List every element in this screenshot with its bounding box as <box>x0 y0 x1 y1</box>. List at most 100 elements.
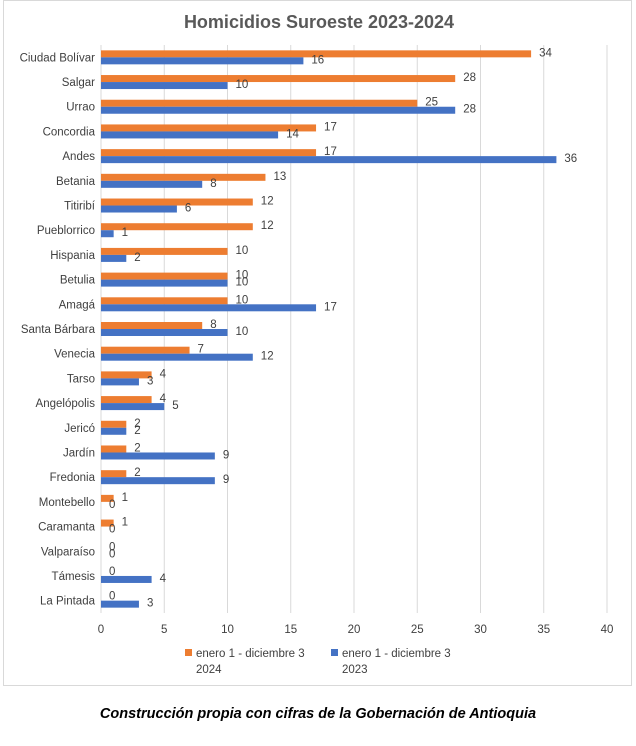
value-label-2023: 0 <box>109 548 115 560</box>
value-label-2023: 2 <box>134 425 140 437</box>
bar-2024 <box>101 494 114 502</box>
chart-title: Homicidios Suroeste 2023-2024 <box>184 12 454 32</box>
bar-2024 <box>101 223 253 231</box>
category-label: Hispania <box>50 250 95 262</box>
value-label-2024: 12 <box>261 220 274 232</box>
value-label-2024: 10 <box>236 270 249 282</box>
x-tick-label: 40 <box>601 624 614 636</box>
legend-swatch-2023 <box>331 649 338 656</box>
category-label: Valparaíso <box>41 546 95 558</box>
x-tick-label: 15 <box>284 624 297 636</box>
bar-2023 <box>101 279 228 287</box>
bar-2023 <box>101 205 177 213</box>
category-label: Tarso <box>67 373 95 385</box>
legend-label-2024-line1: enero 1 - diciembre 3 <box>196 648 305 660</box>
category-label: Andes <box>62 151 95 163</box>
bar-2023 <box>101 427 127 435</box>
value-label-2023: 1 <box>122 227 128 239</box>
category-label: Pueblorrico <box>37 225 95 237</box>
value-label-2023: 4 <box>160 573 167 585</box>
bar-2023 <box>101 131 279 139</box>
bar-2023 <box>101 329 228 336</box>
value-label-2024: 10 <box>236 294 249 306</box>
figure-caption: Construcción propia con cifras de la Gob… <box>99 706 537 722</box>
bar-2023 <box>101 403 165 411</box>
value-label-2024: 2 <box>134 442 140 454</box>
bar-2023 <box>101 156 557 164</box>
value-label-2024: 28 <box>463 72 476 84</box>
bar-2024 <box>101 346 190 354</box>
value-label-2023: 36 <box>564 153 577 165</box>
value-label-2024: 0 <box>109 541 115 553</box>
bar-2024 <box>101 470 127 478</box>
value-label-2024: 1 <box>122 517 128 529</box>
legend-swatch-2024 <box>185 649 192 656</box>
value-label-2023: 2 <box>134 252 140 264</box>
value-label-2023: 16 <box>311 54 324 66</box>
value-label-2023: 10 <box>236 277 249 289</box>
bar-2024 <box>101 124 317 132</box>
bar-2024 <box>101 297 228 305</box>
category-label: Venecia <box>54 349 96 361</box>
value-label-2023: 17 <box>324 301 337 313</box>
category-label: Titiribí <box>64 201 96 213</box>
bar-2024 <box>101 247 228 255</box>
bar-2023 <box>101 353 253 361</box>
value-label-2023: 8 <box>210 178 216 190</box>
category-label: Urrao <box>66 102 95 114</box>
bar-2024 <box>101 99 418 107</box>
bar-2024 <box>101 149 317 157</box>
bar-2024 <box>101 75 456 83</box>
value-label-2024: 4 <box>160 393 167 405</box>
value-label-2023: 0 <box>109 524 115 536</box>
category-label: Concordia <box>43 126 96 138</box>
bar-2024 <box>101 322 203 329</box>
value-label-2023: 3 <box>147 375 153 387</box>
bar-2024 <box>101 519 114 527</box>
bar-2023 <box>101 254 127 262</box>
chart-frame: Homicidios Suroeste 2023-2024 0 5 10 15 20 25… <box>3 0 632 686</box>
category-label: Salgar <box>62 77 95 89</box>
legend-label-2023-line2: 2023 <box>342 664 368 676</box>
x-tick-label: 10 <box>221 624 234 636</box>
value-label-2023: 5 <box>172 400 178 412</box>
value-label-2024: 12 <box>261 196 274 208</box>
x-tick-label: 35 <box>537 624 550 636</box>
category-label: La Pintada <box>40 596 96 608</box>
bar-2024 <box>101 371 152 379</box>
category-label: Betania <box>56 176 96 188</box>
bar-2024 <box>101 420 127 428</box>
value-label-2024: 7 <box>198 344 204 356</box>
category-label: Caramanta <box>38 522 95 534</box>
bar-2023 <box>101 57 304 65</box>
bar-2023 <box>101 230 114 238</box>
value-label-2024: 17 <box>324 121 337 133</box>
bar-2024 <box>101 445 127 453</box>
category-label: Santa Bárbara <box>21 324 96 336</box>
value-label-2024: 2 <box>134 467 140 479</box>
value-label-2023: 28 <box>463 104 476 116</box>
bar-2023 <box>101 477 215 485</box>
bar-2024 <box>101 272 228 280</box>
value-label-2024: 13 <box>273 171 286 183</box>
x-tick-label: 25 <box>411 624 424 636</box>
value-label-2023: 6 <box>185 203 191 215</box>
gridlines <box>100 45 608 613</box>
bar-2024 <box>101 173 266 181</box>
value-label-2023: 0 <box>109 499 115 511</box>
bar-2023 <box>101 106 456 114</box>
bar-2023 <box>101 575 152 583</box>
value-label-2024: 2 <box>134 418 140 430</box>
bar-2023 <box>101 82 228 90</box>
bar-2023 <box>101 304 317 312</box>
category-label: Betulia <box>60 275 96 287</box>
value-label-2023: 10 <box>236 79 249 91</box>
category-label: Ciudad Bolívar <box>20 52 96 64</box>
legend: enero 1 - diciembre 3 2024 enero 1 - dic… <box>185 648 451 676</box>
bar-chart: Homicidios Suroeste 2023-2024 0 5 10 15 20 25… <box>20 12 614 676</box>
value-label-2024: 17 <box>324 146 337 158</box>
value-label-2024: 0 <box>109 566 115 578</box>
legend-label-2024-line2: 2024 <box>196 664 222 676</box>
value-label-2024: 8 <box>210 319 216 331</box>
